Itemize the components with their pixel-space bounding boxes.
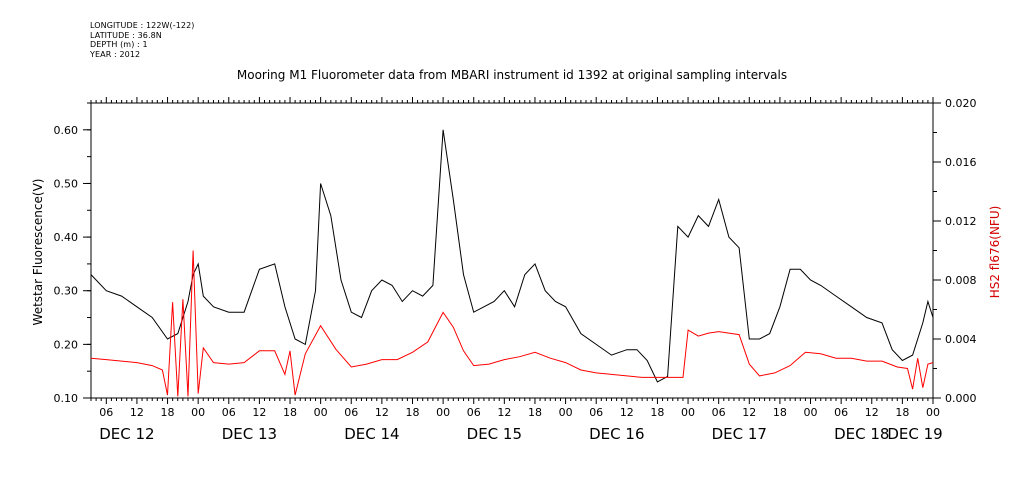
x-hour-label: 18	[283, 406, 297, 419]
x-hour-label: 18	[895, 406, 909, 419]
x-hour-label: 18	[161, 406, 175, 419]
x-day-label: DEC 19	[887, 425, 942, 443]
x-hour-label: 18	[528, 406, 542, 419]
x-hour-label: 12	[497, 406, 511, 419]
x-hour-label: 00	[436, 406, 450, 419]
x-hour-label: 12	[742, 406, 756, 419]
depth-label: DEPTH (m) : 1	[90, 40, 148, 49]
x-hour-label: 06	[344, 406, 358, 419]
x-hour-label: 00	[191, 406, 205, 419]
x-hour-label: 06	[467, 406, 481, 419]
x-day-label: DEC 15	[467, 425, 522, 443]
y-tick-label: 0.60	[54, 124, 79, 137]
year-label: YEAR : 2012	[90, 49, 141, 59]
x-day-label: DEC 17	[712, 425, 767, 443]
y2-axis-label: HS2 fl676(NFU)	[988, 206, 1002, 299]
x-hour-label: 00	[926, 406, 940, 419]
x-hour-label: 06	[712, 406, 726, 419]
x-hour-label: 18	[650, 406, 664, 419]
x-day-label: DEC 12	[99, 425, 154, 443]
longitude-label: LONGITUDE : 122W(-122)	[90, 21, 195, 30]
x-hour-label: 06	[834, 406, 848, 419]
y-tick-label: 0.30	[54, 285, 79, 298]
x-hour-label: 12	[130, 406, 144, 419]
x-hour-label: 00	[314, 406, 328, 419]
y2-tick-label: 0.008	[945, 274, 977, 287]
x-hour-label: 18	[773, 406, 787, 419]
series-line-2	[90, 250, 934, 397]
x-hour-label: 12	[865, 406, 879, 419]
series-group	[90, 129, 934, 397]
x-hour-label: 00	[559, 406, 573, 419]
y-axis-label: Wetstar Fluorescence(V)	[31, 179, 45, 326]
y-tick-label: 0.40	[54, 231, 79, 244]
x-hour-label: 00	[681, 406, 695, 419]
y2-tick-label: 0.004	[945, 333, 977, 346]
x-hour-label: 00	[804, 406, 818, 419]
x-day-label: DEC 13	[222, 425, 277, 443]
y2-tick-label: 0.020	[945, 97, 977, 110]
x-hour-label: 06	[99, 406, 113, 419]
x-day-label: DEC 16	[589, 425, 644, 443]
plot-frame	[90, 102, 934, 399]
x-hour-label: 18	[405, 406, 419, 419]
y2-tick-label: 0.000	[945, 392, 977, 405]
y2-tick-label: 0.012	[945, 215, 977, 228]
axes-group: 06 12 18 00 06 12 18 00 06 12 18 00 06 12 18 00 06 12 18 00…	[54, 97, 977, 443]
y-tick-label: 0.10	[54, 392, 79, 405]
series-line-1	[90, 129, 934, 383]
x-day-label: DEC 18	[834, 425, 889, 443]
x-hour-label: 12	[620, 406, 634, 419]
x-hour-label: 12	[252, 406, 266, 419]
x-hour-label: 12	[375, 406, 389, 419]
y2-tick-label: 0.016	[945, 156, 977, 169]
metadata-block: LONGITUDE : 122W(-122) LATITUDE : 36.8N …	[90, 21, 195, 59]
y-tick-label: 0.50	[54, 177, 79, 190]
latitude-label: LATITUDE : 36.8N	[90, 30, 162, 40]
x-hour-label: 06	[222, 406, 236, 419]
chart-title: Mooring M1 Fluorometer data from MBARI i…	[237, 68, 787, 82]
x-hour-label: 06	[589, 406, 603, 419]
x-day-label: DEC 14	[344, 425, 399, 443]
y-tick-label: 0.20	[54, 338, 79, 351]
